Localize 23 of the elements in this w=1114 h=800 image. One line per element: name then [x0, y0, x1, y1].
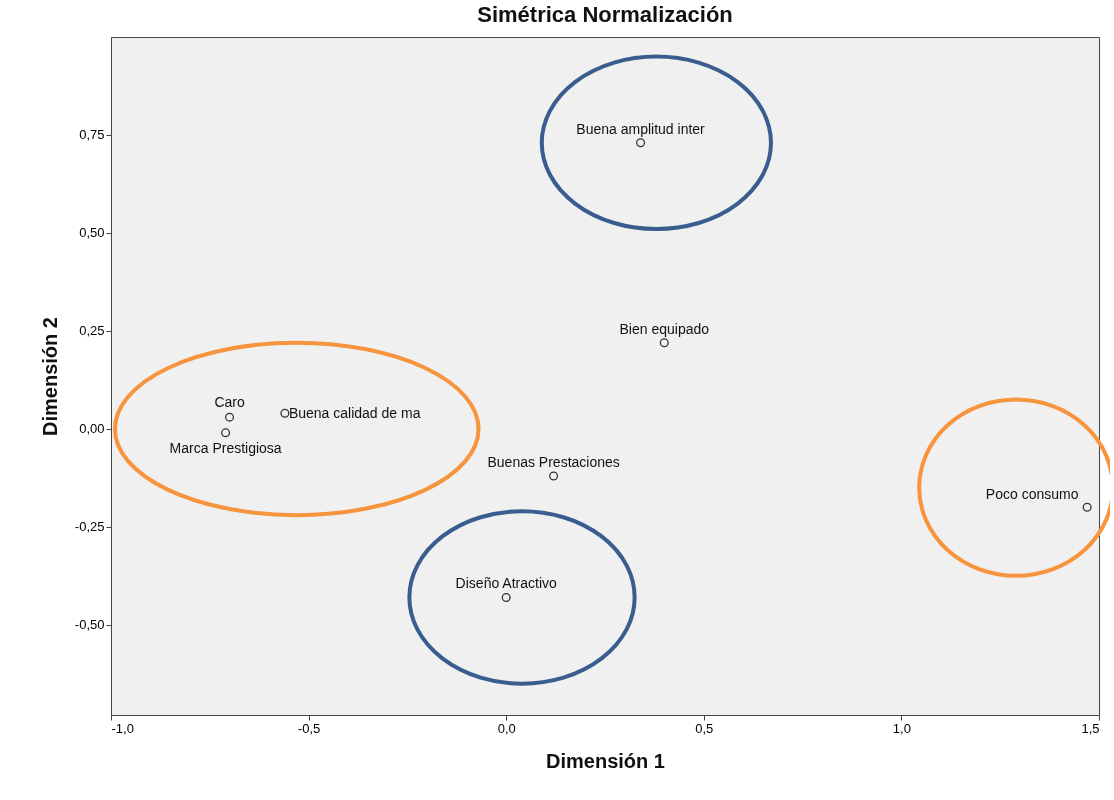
y-tick-label: -0,50 — [74, 617, 105, 633]
y-axis-title: Dimensión 2 — [38, 317, 61, 436]
x-tick-label: -0,5 — [297, 720, 321, 736]
annotation: Buena calidad de ma — [288, 405, 421, 422]
x-tick-label: 1,0 — [892, 720, 911, 736]
x-axis-title: Dimensión 1 — [546, 749, 665, 772]
y-tick-label: -0,25 — [74, 519, 105, 535]
y-tick-label: 0,75 — [79, 127, 105, 143]
annotation: Bien equipado — [619, 320, 710, 337]
annotation: Poco consumo — [985, 486, 1079, 503]
x-tick-label: -1,0 — [111, 720, 134, 736]
x-tick-label: 0,0 — [497, 720, 516, 736]
annotation: Marca Prestigiosa — [169, 439, 282, 456]
annotation: Caro — [214, 394, 245, 411]
annotation: Diseño Atractivo — [455, 575, 557, 592]
y-tick-label: 0,50 — [79, 225, 105, 241]
chart-title: Simétrica Normalización — [477, 2, 733, 27]
x-tick-label: 0,5 — [695, 720, 714, 736]
x-tick-label: 1,5 — [1081, 720, 1100, 736]
y-tick-label: 0,25 — [79, 323, 105, 339]
y-tick-label: 0,00 — [79, 421, 105, 437]
annotation: Buena amplitud inter — [576, 120, 706, 137]
annotation: Buenas Prestaciones — [487, 453, 620, 470]
